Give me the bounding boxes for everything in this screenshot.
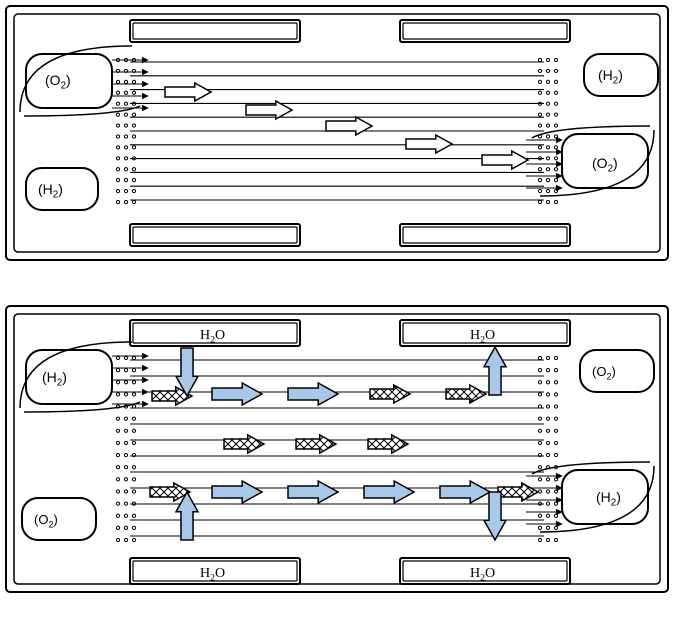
panel-outer [6, 6, 668, 260]
port-label: (O2) [592, 364, 616, 381]
panel-outer [6, 306, 668, 592]
gas-port [26, 350, 112, 404]
port-label: (O2) [34, 512, 58, 529]
